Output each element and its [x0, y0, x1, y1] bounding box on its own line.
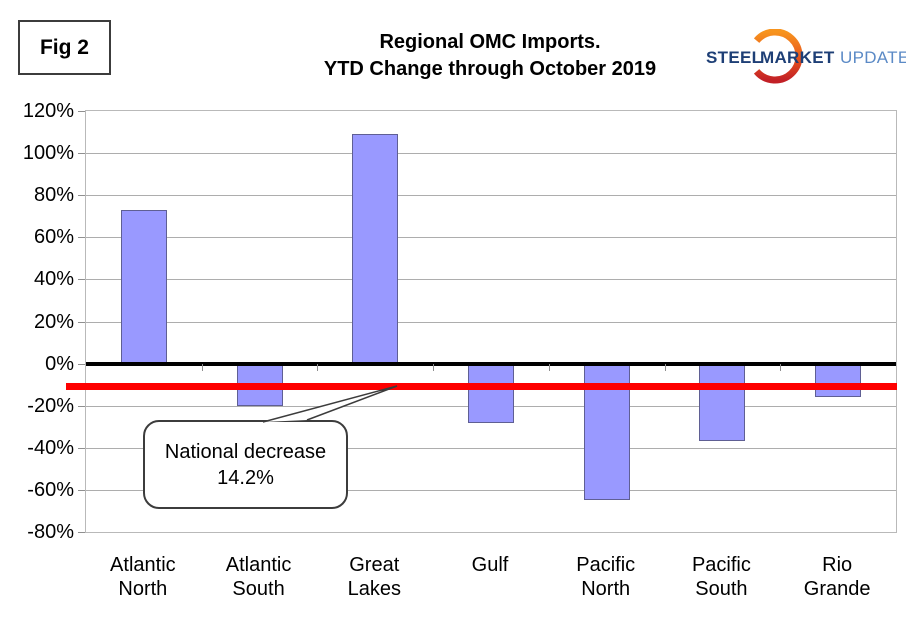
y-tick--60%	[78, 489, 85, 491]
y-axis-label--40%: -40%	[27, 436, 74, 459]
y-axis-label-40%: 40%	[33, 268, 74, 291]
bar-rio-grande	[815, 363, 862, 398]
x-axis-label-rio-grande-line2: Grande	[803, 578, 871, 600]
x-tick-1	[201, 363, 203, 371]
national-decrease-callout: National decrease 14.2%	[143, 420, 348, 509]
x-axis-label-atlantic-north-line1: Atlantic	[110, 554, 176, 576]
bar-atlantic-north	[120, 209, 167, 364]
y-axis-label--60%: -60%	[27, 478, 74, 501]
x-tick-2	[317, 363, 319, 371]
callout-text-line2: 14.2%	[217, 466, 274, 489]
y-tick-20%	[78, 321, 85, 323]
chart-title-line1: Regional OMC Imports.	[379, 31, 601, 53]
x-axis-labels: Atlantic North Atlantic South Great Lakes Gulf…	[85, 553, 897, 613]
x-axis-label-great-lakes-line1: Great	[349, 554, 400, 576]
x-axis-label-rio-grande: Rio Grande	[779, 553, 895, 601]
chart-title: Regional OMC Imports. YTD Change through…	[130, 29, 850, 83]
x-tick-4	[548, 363, 550, 371]
y-axis-label--20%: -20%	[27, 394, 74, 417]
x-axis-label-atlantic-south-line1: Atlantic	[225, 554, 292, 576]
y-axis-labels: 120% 100% 80% 60% 40% 20% 0% -20% -40% -60% -80%	[0, 100, 76, 543]
x-tick-3	[433, 363, 435, 371]
x-axis-label-pacific-north-line2: North	[581, 578, 631, 600]
gridline--60%	[86, 489, 896, 491]
steel-market-update-logo: STEEL MARKET UPDATE	[700, 28, 909, 87]
y-axis-label-120%: 120%	[22, 100, 74, 122]
gridline-40%	[86, 279, 896, 281]
chart-title-line2: YTD Change through October 2019	[323, 58, 657, 80]
y-axis-label-20%: 20%	[33, 310, 74, 333]
figure-number-label: Fig 2	[39, 35, 89, 59]
x-axis-label-atlantic-south-line2: South	[232, 578, 285, 600]
x-axis-label-gulf-line1: Gulf	[471, 554, 509, 576]
y-tick-40%	[78, 279, 85, 281]
figure-number-box: Fig 2	[18, 20, 111, 75]
x-axis-label-great-lakes-line2: Lakes	[347, 578, 401, 600]
x-axis-label-great-lakes: Great Lakes	[316, 553, 432, 601]
gridline-60%	[86, 237, 896, 239]
y-axis-label-0%: 0%	[45, 352, 74, 375]
logo-crescent-icon	[753, 28, 803, 84]
x-tick-5	[664, 363, 666, 371]
bar-great-lakes	[352, 134, 399, 364]
gridline-20%	[86, 321, 896, 323]
bar-gulf	[468, 363, 514, 423]
x-axis-label-pacific-north-line1: Pacific	[576, 554, 636, 576]
gridline-80%	[86, 195, 896, 197]
y-tick--80%	[78, 532, 85, 533]
logo-word-update: UPDATE	[840, 48, 906, 67]
y-axis-label--80%: -80%	[27, 521, 74, 543]
x-axis-label-pacific-south-line2: South	[695, 578, 748, 600]
gridline--40%	[86, 447, 896, 449]
y-axis-label-80%: 80%	[33, 184, 74, 207]
logo-graphic: STEEL MARKET UPDATE	[706, 28, 909, 84]
gridline-100%	[86, 153, 896, 155]
national-decrease-reference-line	[66, 383, 897, 390]
y-tick-60%	[78, 237, 85, 239]
x-axis-label-gulf: Gulf	[432, 553, 548, 577]
y-tick-120%	[78, 111, 85, 112]
logo-word-market: MARKET	[760, 48, 835, 67]
y-tick-80%	[78, 195, 85, 197]
y-axis-label-60%: 60%	[33, 226, 74, 249]
x-axis-label-pacific-south: Pacific South	[664, 553, 780, 601]
bar-pacific-south	[699, 363, 746, 442]
x-axis-label-atlantic-south: Atlantic South	[201, 553, 317, 601]
x-axis-label-atlantic-north: Atlantic North	[85, 553, 201, 601]
zero-axis-line	[86, 361, 896, 366]
x-axis-label-rio-grande-line1: Rio	[822, 554, 853, 576]
svg-text:STEEL MARKET U: STEEL MARKET UPDATE	[706, 48, 906, 67]
callout-text-line1: National decrease	[164, 440, 327, 463]
logo-word-steel: STEEL	[706, 48, 762, 67]
x-axis-label-pacific-north: Pacific North	[548, 553, 664, 601]
y-tick-100%	[78, 153, 85, 155]
x-axis-label-pacific-south-line1: Pacific	[691, 554, 751, 576]
x-tick-6	[780, 363, 782, 371]
x-axis-label-atlantic-north-line2: North	[118, 578, 168, 600]
y-tick--40%	[78, 447, 85, 449]
y-tick-0%	[78, 363, 85, 365]
y-tick--20%	[78, 405, 85, 407]
y-axis-label-100%: 100%	[22, 142, 74, 165]
